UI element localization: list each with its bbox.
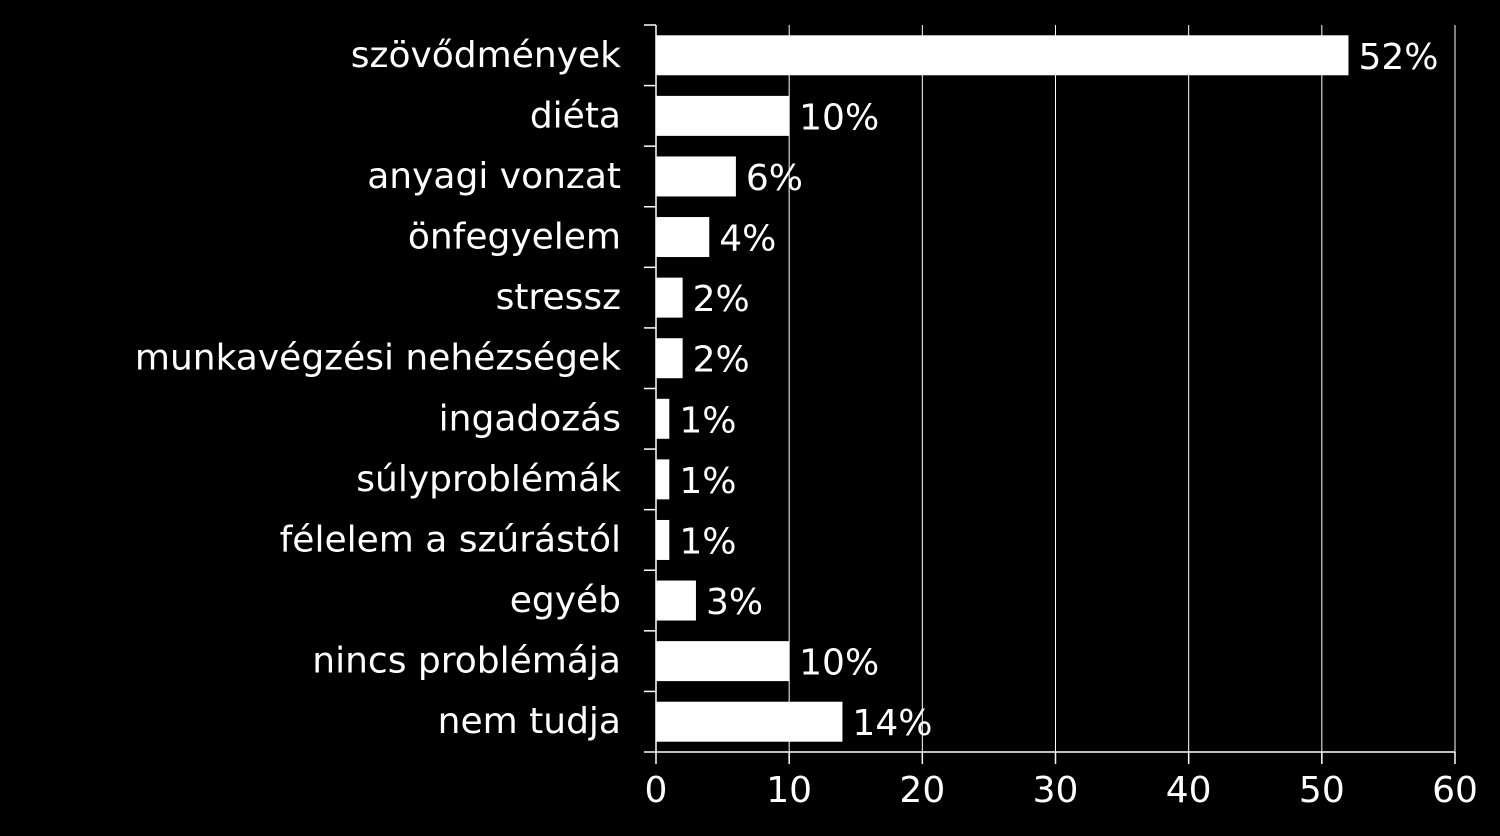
x-tick-label-20: 20 — [899, 770, 945, 811]
data-label-0: 52% — [1358, 37, 1438, 78]
bar-1 — [656, 95, 790, 136]
labels: szövődmények 52% diéta 10% anyagi vonzat 6% ön… — [135, 35, 1478, 811]
category-label-0: szövődmények — [351, 35, 621, 76]
category-label-11: nem tudja — [438, 701, 621, 742]
category-label-2: anyagi vonzat — [367, 156, 621, 197]
data-label-8: 1% — [679, 521, 736, 562]
data-label-6: 1% — [679, 400, 736, 441]
category-label-1: diéta — [530, 95, 621, 136]
data-label-5: 2% — [693, 340, 750, 381]
x-tick-label-50: 50 — [1299, 770, 1345, 811]
bar-0 — [656, 35, 1349, 76]
category-label-3: önfegyelem — [408, 217, 621, 258]
data-label-4: 2% — [693, 279, 750, 320]
bar-2 — [656, 156, 736, 197]
bar-3 — [656, 217, 710, 258]
x-tick-label-30: 30 — [1033, 770, 1079, 811]
category-label-5: munkavégzési nehézségek — [135, 338, 621, 379]
data-label-10: 10% — [799, 643, 879, 684]
bar-7 — [656, 459, 670, 500]
data-label-2: 6% — [746, 158, 803, 199]
x-tick-label-60: 60 — [1432, 770, 1478, 811]
category-label-6: ingadozás — [439, 398, 621, 439]
bar-10 — [656, 641, 790, 682]
x-tick-label-40: 40 — [1166, 770, 1212, 811]
category-label-7: súlyproblémák — [356, 459, 621, 500]
bar-4 — [656, 277, 683, 318]
x-tick-label-10: 10 — [766, 770, 812, 811]
bar-9 — [656, 580, 696, 621]
category-label-4: stressz — [496, 277, 621, 318]
data-label-3: 4% — [719, 219, 776, 260]
category-label-8: félelem a szúrástól — [280, 519, 621, 560]
data-label-7: 1% — [679, 461, 736, 502]
bar-11 — [656, 701, 843, 742]
category-label-10: nincs problémája — [312, 641, 621, 682]
gridlines — [788, 25, 1456, 752]
data-label-9: 3% — [706, 582, 763, 623]
bar-5 — [656, 338, 683, 379]
bars — [656, 35, 1349, 742]
bar-6 — [656, 398, 670, 439]
axes — [644, 24, 1456, 764]
data-label-1: 10% — [799, 97, 879, 138]
category-label-9: egyéb — [510, 580, 621, 621]
data-label-11: 14% — [852, 703, 932, 744]
bar-8 — [656, 519, 670, 560]
x-tick-label-0: 0 — [645, 770, 668, 811]
